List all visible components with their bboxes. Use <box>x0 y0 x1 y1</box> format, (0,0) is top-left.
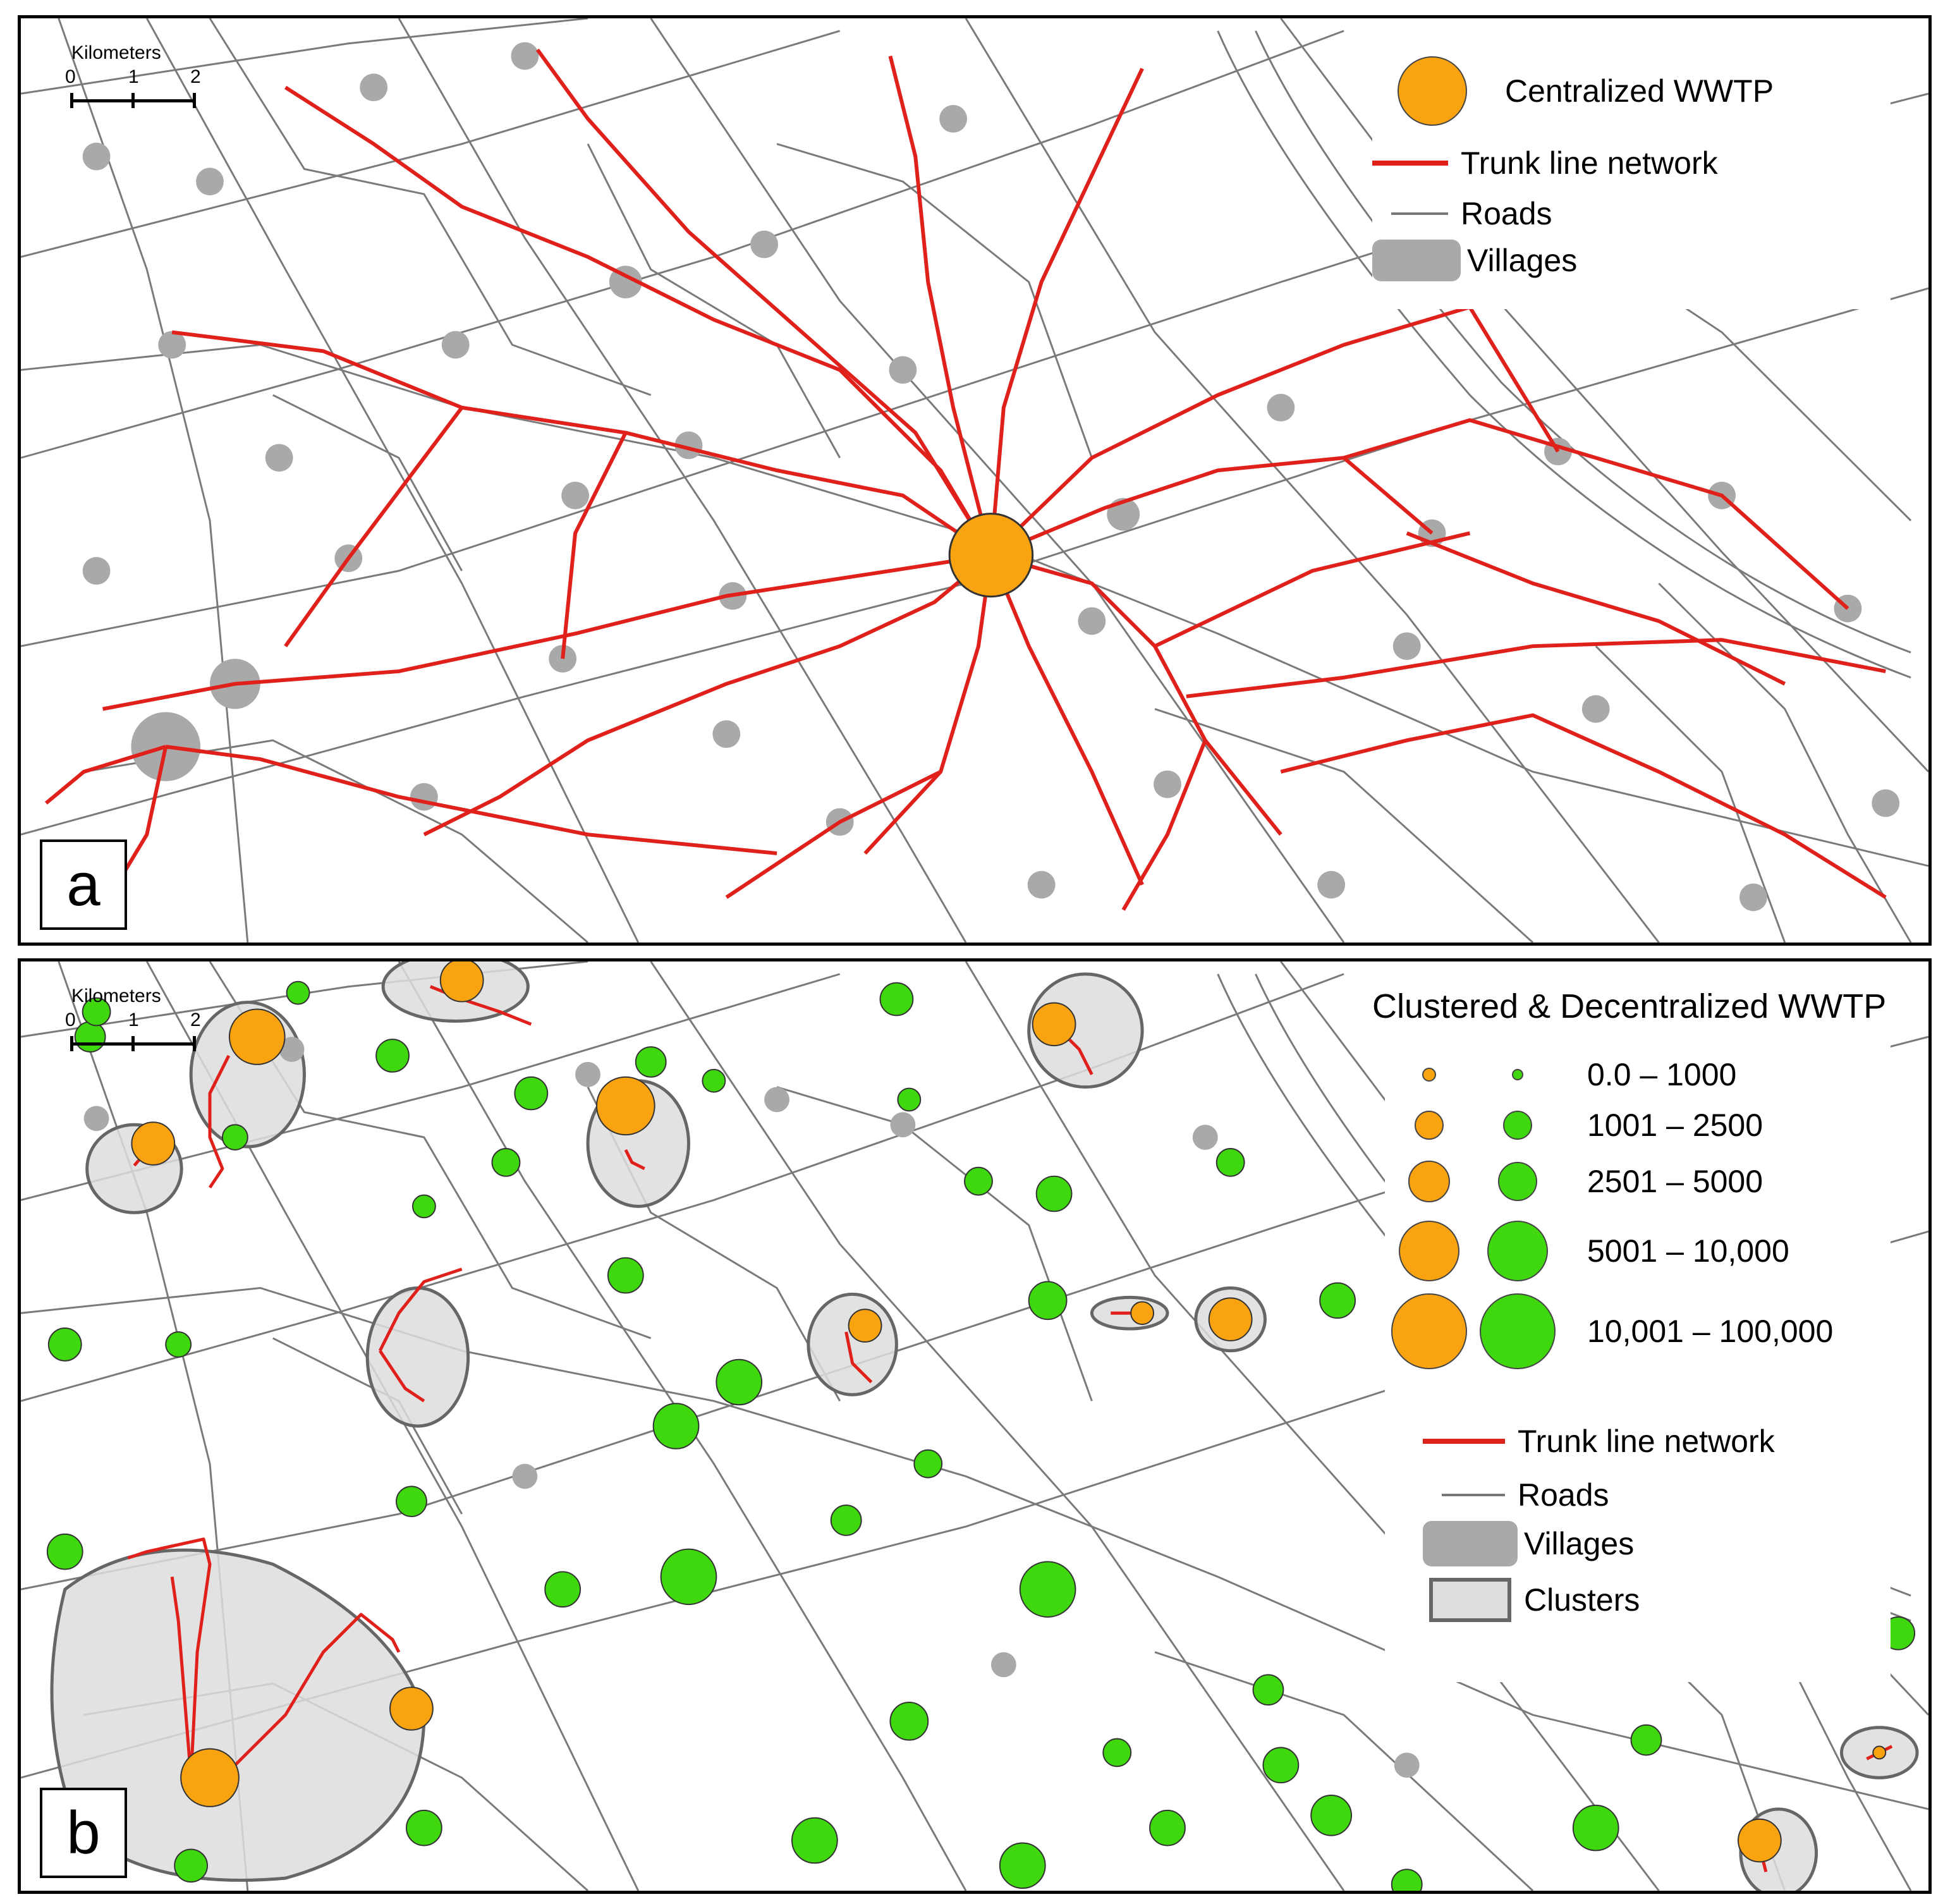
legend-label: Villages <box>1467 243 1578 278</box>
legend-label: Roads <box>1461 196 1552 231</box>
legend-item-villages: Villages <box>1372 240 1577 281</box>
scale-tick-label: 1 <box>128 1010 139 1030</box>
scale-tick-label: 0 <box>65 66 76 87</box>
legend-label: Villages <box>1524 1526 1635 1561</box>
central-wwtp-swatch <box>1398 56 1467 126</box>
legend-label: Clusters <box>1524 1582 1640 1618</box>
size-class-label: 5001 – 10,000 <box>1587 1233 1789 1269</box>
villages-layer <box>83 1037 1672 1778</box>
scale-tick-label: 0 <box>65 1010 76 1030</box>
map-panel-b: Kilometers 0 1 2 Clustered & Decentraliz… <box>18 958 1932 1894</box>
legend-size-class-1: 0.0 – 1000 <box>1385 1056 1736 1093</box>
orange-swatch <box>1422 1068 1436 1082</box>
legend-size-class-2: 1001 – 2500 <box>1385 1107 1763 1144</box>
legend-label: Trunk line network <box>1461 145 1718 181</box>
trunk-swatch <box>1423 1439 1505 1444</box>
legend-b: Clustered & Decentralized WWTP 0.0 – 100… <box>1372 961 1891 1682</box>
road-swatch <box>1391 212 1448 215</box>
scale-bar-b: Kilometers 0 1 2 <box>52 986 201 1061</box>
scale-tick <box>193 93 196 108</box>
scale-tick-label: 2 <box>190 66 201 87</box>
legend-size-class-5: 10,001 – 100,000 <box>1385 1293 1833 1369</box>
map-canvas-b <box>21 961 1928 1891</box>
size-class-label: 10,001 – 100,000 <box>1587 1314 1834 1349</box>
scale-tick-label: 1 <box>128 66 139 87</box>
legend-label: Trunk line network <box>1518 1424 1775 1459</box>
orange-swatch <box>1415 1111 1444 1140</box>
village-swatch <box>1423 1521 1518 1566</box>
legend-title: Clustered & Decentralized WWTP <box>1372 987 1886 1026</box>
size-class-label: 2501 – 5000 <box>1587 1164 1763 1199</box>
legend-label: Roads <box>1518 1477 1609 1513</box>
green-swatch <box>1512 1069 1523 1080</box>
scale-tick <box>70 93 73 108</box>
orange-swatch <box>1391 1293 1467 1369</box>
legend-a: Centralized WWTP Trunk line network Road… <box>1372 37 1891 309</box>
trunk-swatch <box>1372 161 1448 166</box>
legend-item-trunk: Trunk line network <box>1423 1423 1775 1460</box>
green-swatch <box>1503 1111 1532 1140</box>
map-canvas-a <box>21 18 1928 943</box>
scale-tick <box>131 1036 135 1051</box>
scale-tick <box>70 1036 73 1051</box>
village-swatch <box>1372 240 1461 281</box>
map-panel-a: Kilometers 0 1 2 Centralized WWTP Trunk … <box>18 15 1932 946</box>
road-swatch <box>1442 1494 1505 1496</box>
legend-label: Centralized WWTP <box>1505 73 1774 109</box>
legend-title-text: Clustered & Decentralized WWTP <box>1372 987 1887 1025</box>
legend-item-clusters: Clusters <box>1423 1578 1640 1622</box>
panel-label-a: a <box>40 839 127 930</box>
scale-tick <box>131 93 135 108</box>
central-wwtp-marker <box>948 513 1034 598</box>
wwtp-green-markers <box>46 980 1916 1891</box>
orange-swatch <box>1408 1161 1450 1202</box>
legend-item-trunk: Trunk line network <box>1372 145 1718 181</box>
legend-item-roads: Roads <box>1372 195 1552 232</box>
legend-item-central-wwtp: Centralized WWTP <box>1372 56 1774 126</box>
wwtp-orange-markers <box>131 961 1887 1863</box>
panel-label-b: b <box>40 1788 127 1878</box>
scale-tick <box>193 1036 196 1051</box>
scale-tick-label: 2 <box>190 1010 201 1030</box>
cluster-swatch <box>1429 1578 1511 1622</box>
green-swatch <box>1498 1162 1537 1201</box>
trunk-network <box>44 48 1887 911</box>
legend-size-class-3: 2501 – 5000 <box>1385 1161 1763 1202</box>
scale-title: Kilometers <box>71 986 161 1006</box>
size-class-label: 1001 – 2500 <box>1587 1108 1763 1143</box>
green-swatch <box>1480 1293 1556 1369</box>
legend-item-villages: Villages <box>1423 1521 1634 1566</box>
legend-size-class-4: 5001 – 10,000 <box>1385 1221 1789 1281</box>
scale-bar-a: Kilometers 0 1 2 <box>52 42 201 118</box>
green-swatch <box>1487 1221 1548 1281</box>
orange-swatch <box>1399 1221 1459 1281</box>
size-class-label: 0.0 – 1000 <box>1587 1057 1737 1092</box>
scale-title: Kilometers <box>71 42 161 63</box>
legend-item-roads: Roads <box>1423 1477 1609 1513</box>
